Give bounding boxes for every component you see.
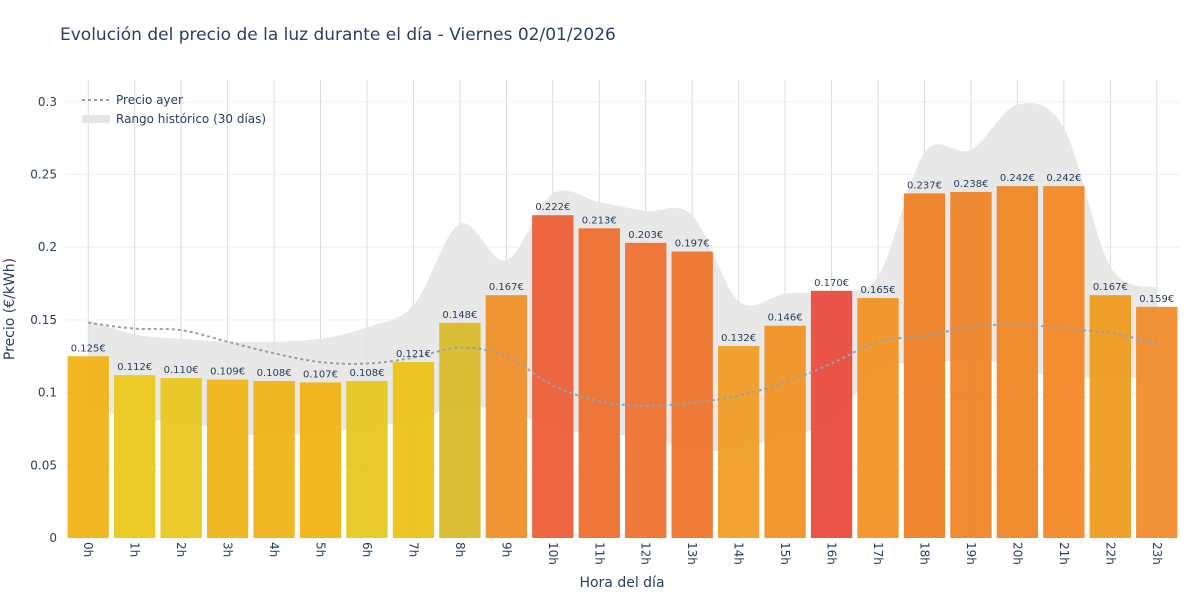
bar-label-2h: 0.110€	[164, 365, 199, 376]
bar-16h	[810, 290, 853, 538]
yesterday-price-line	[88, 321, 1158, 407]
bar-3h	[206, 379, 249, 538]
x-tick-label: 8h	[453, 542, 467, 557]
bar-label-19h: 0.238€	[953, 179, 988, 190]
x-tick-label: 7h	[406, 542, 420, 557]
bar-21h	[1043, 186, 1085, 538]
bar-23h	[1136, 306, 1178, 538]
bar-value-labels: 0.125€ 0.112€ 0.110€ 0.109€ 0.108€ 0.107€ 0.10…	[71, 173, 1175, 380]
x-tick-label: 18h	[917, 542, 931, 565]
bar-0h	[67, 356, 109, 538]
x-axis-title: Hora del día	[579, 575, 664, 591]
historic-range-band	[88, 103, 1157, 452]
x-tick-label: 2h	[174, 542, 188, 557]
bar-label-1h: 0.112€	[117, 362, 152, 373]
legend-label-precio-ayer: Precio ayer	[116, 93, 183, 107]
x-tick-label: 13h	[685, 542, 699, 565]
y-tick-label: 0.3	[38, 95, 57, 109]
x-tick-label: 21h	[1057, 542, 1071, 565]
bar-label-4h: 0.108€	[257, 368, 292, 379]
x-tick-label: 0h	[81, 542, 95, 557]
bar-5h	[299, 382, 342, 538]
y-tick-label: 0.15	[30, 313, 57, 327]
bar-1h	[114, 375, 156, 538]
bar-12h	[625, 242, 667, 538]
x-tick-label: 16h	[825, 542, 839, 565]
x-tick-label: 12h	[639, 542, 653, 565]
bar-label-23h: 0.159€	[1139, 294, 1174, 305]
bar-label-10h: 0.222€	[535, 202, 570, 213]
bar-label-12h: 0.203€	[628, 230, 663, 241]
bar-label-17h: 0.165€	[861, 285, 896, 296]
y-tick-label: 0.25	[30, 168, 57, 182]
bar-label-0h: 0.125€	[71, 343, 106, 354]
bar-11h	[578, 228, 620, 539]
x-tick-label: 11h	[592, 542, 606, 565]
bar-label-11h: 0.213€	[582, 215, 617, 226]
x-tick-label: 3h	[221, 542, 235, 557]
bar-19h	[950, 191, 992, 538]
bar-14h	[717, 346, 760, 538]
x-tick-label: 17h	[871, 542, 885, 565]
bar-17h	[857, 298, 899, 538]
bar-9h	[485, 295, 528, 538]
legend-symbol-rango-historico	[82, 115, 110, 123]
y-tick-label: 0	[49, 531, 57, 545]
bar-label-14h: 0.132€	[721, 333, 756, 344]
x-tick-label: 9h	[499, 542, 513, 557]
bar-18h	[903, 193, 946, 538]
bar-label-13h: 0.197€	[675, 239, 710, 250]
x-tick-label: 10h	[546, 542, 560, 565]
bar-label-7h: 0.121€	[396, 349, 431, 360]
x-tick-label: 23h	[1150, 542, 1164, 565]
x-tick-label: 19h	[964, 542, 978, 565]
bar-label-18h: 0.237€	[907, 180, 942, 191]
bar-label-20h: 0.242€	[1000, 173, 1035, 184]
x-tick-label: 5h	[314, 542, 328, 557]
bar-label-5h: 0.107€	[303, 369, 338, 380]
bar-label-16h: 0.170€	[814, 278, 849, 289]
bar-20h	[996, 186, 1039, 538]
bar-7h	[392, 362, 435, 538]
y-axis-ticks: 0 0.05 0.1 0.15 0.2 0.25 0.3	[30, 95, 57, 545]
bar-13h	[671, 251, 713, 539]
bar-label-9h: 0.167€	[489, 282, 524, 293]
legend: Precio ayer Rango histórico (30 días)	[82, 93, 266, 126]
x-tick-label: 1h	[128, 542, 142, 557]
bar-4h	[253, 380, 295, 538]
x-tick-label: 4h	[267, 542, 281, 557]
bar-8h	[439, 322, 481, 538]
x-tick-label: 14h	[732, 542, 746, 565]
bar-22h	[1089, 295, 1131, 538]
bar-label-15h: 0.146€	[768, 313, 803, 324]
bar-2h	[160, 378, 202, 538]
bar-label-3h: 0.109€	[210, 367, 245, 378]
bar-label-8h: 0.148€	[442, 310, 477, 321]
bar-6h	[346, 380, 388, 538]
x-tick-label: 6h	[360, 542, 374, 557]
bar-label-6h: 0.108€	[349, 368, 384, 379]
chart-title: Evolución del precio de la luz durante e…	[60, 25, 616, 45]
x-tick-label: 20h	[1010, 542, 1024, 565]
x-tick-label: 22h	[1103, 542, 1117, 565]
legend-label-rango-historico: Rango histórico (30 días)	[116, 112, 266, 126]
bar-label-21h: 0.242€	[1046, 173, 1081, 184]
y-axis-title: Precio (€/kWh)	[2, 258, 18, 360]
y-tick-label: 0.2	[38, 240, 57, 254]
y-tick-label: 0.1	[38, 386, 57, 400]
x-axis-ticks: 0h 1h 2h 3h 4h 5h 6h 7h 8h 9h 10h 11h 12h 13h 14h 15h 16…	[81, 542, 1164, 565]
bar-15h	[764, 325, 806, 538]
y-tick-label: 0.05	[30, 458, 57, 472]
bar-label-22h: 0.167€	[1093, 282, 1128, 293]
x-tick-label: 15h	[778, 542, 792, 565]
price-bars	[67, 186, 1178, 539]
